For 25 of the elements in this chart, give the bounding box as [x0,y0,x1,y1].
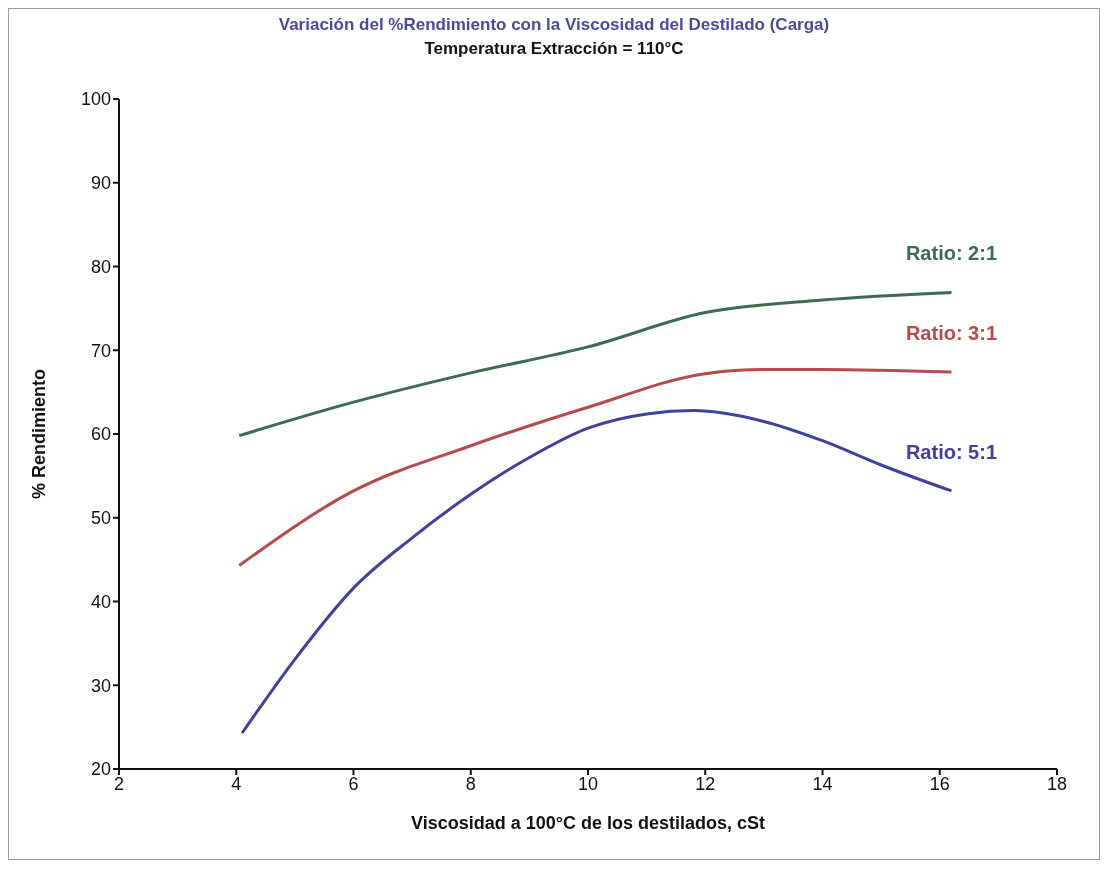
x-tick-label: 4 [231,773,242,794]
y-tick-label: 60 [90,424,111,445]
y-tick-label: 40 [90,591,111,612]
y-tick-label: 90 [90,173,111,194]
series-label: Ratio: 5:1 [905,440,998,463]
y-tick-label: 70 [90,340,111,361]
x-tick-label: 8 [465,773,476,794]
y-axis-title: % Rendimiento [29,368,50,500]
x-tick-label: 10 [577,773,599,794]
y-tick-label: 100 [80,89,111,110]
y-tick-label: 80 [90,256,111,277]
x-axis-title: Viscosidad a 100°C de los destilados, cSt [410,813,766,833]
x-tick-label: 14 [812,773,833,794]
x-tick-label: 16 [929,773,950,794]
x-tick-label: 12 [695,773,716,794]
y-tick-label: 20 [90,759,111,780]
x-tick-label: 6 [348,773,359,794]
y-tick-label: 30 [90,675,111,696]
x-tick-label: 18 [1046,773,1068,794]
x-tick-label: 2 [113,773,125,794]
chart-title: Variación del %Rendimiento con la Viscosidad del Destilado (Carga) [277,15,831,35]
y-tick-label: 50 [90,508,111,529]
chart-subtitle: Temperatura Extracción = 110°C [423,39,685,59]
series-label: Ratio: 2:1 [905,242,998,265]
series-label: Ratio: 3:1 [905,322,998,345]
